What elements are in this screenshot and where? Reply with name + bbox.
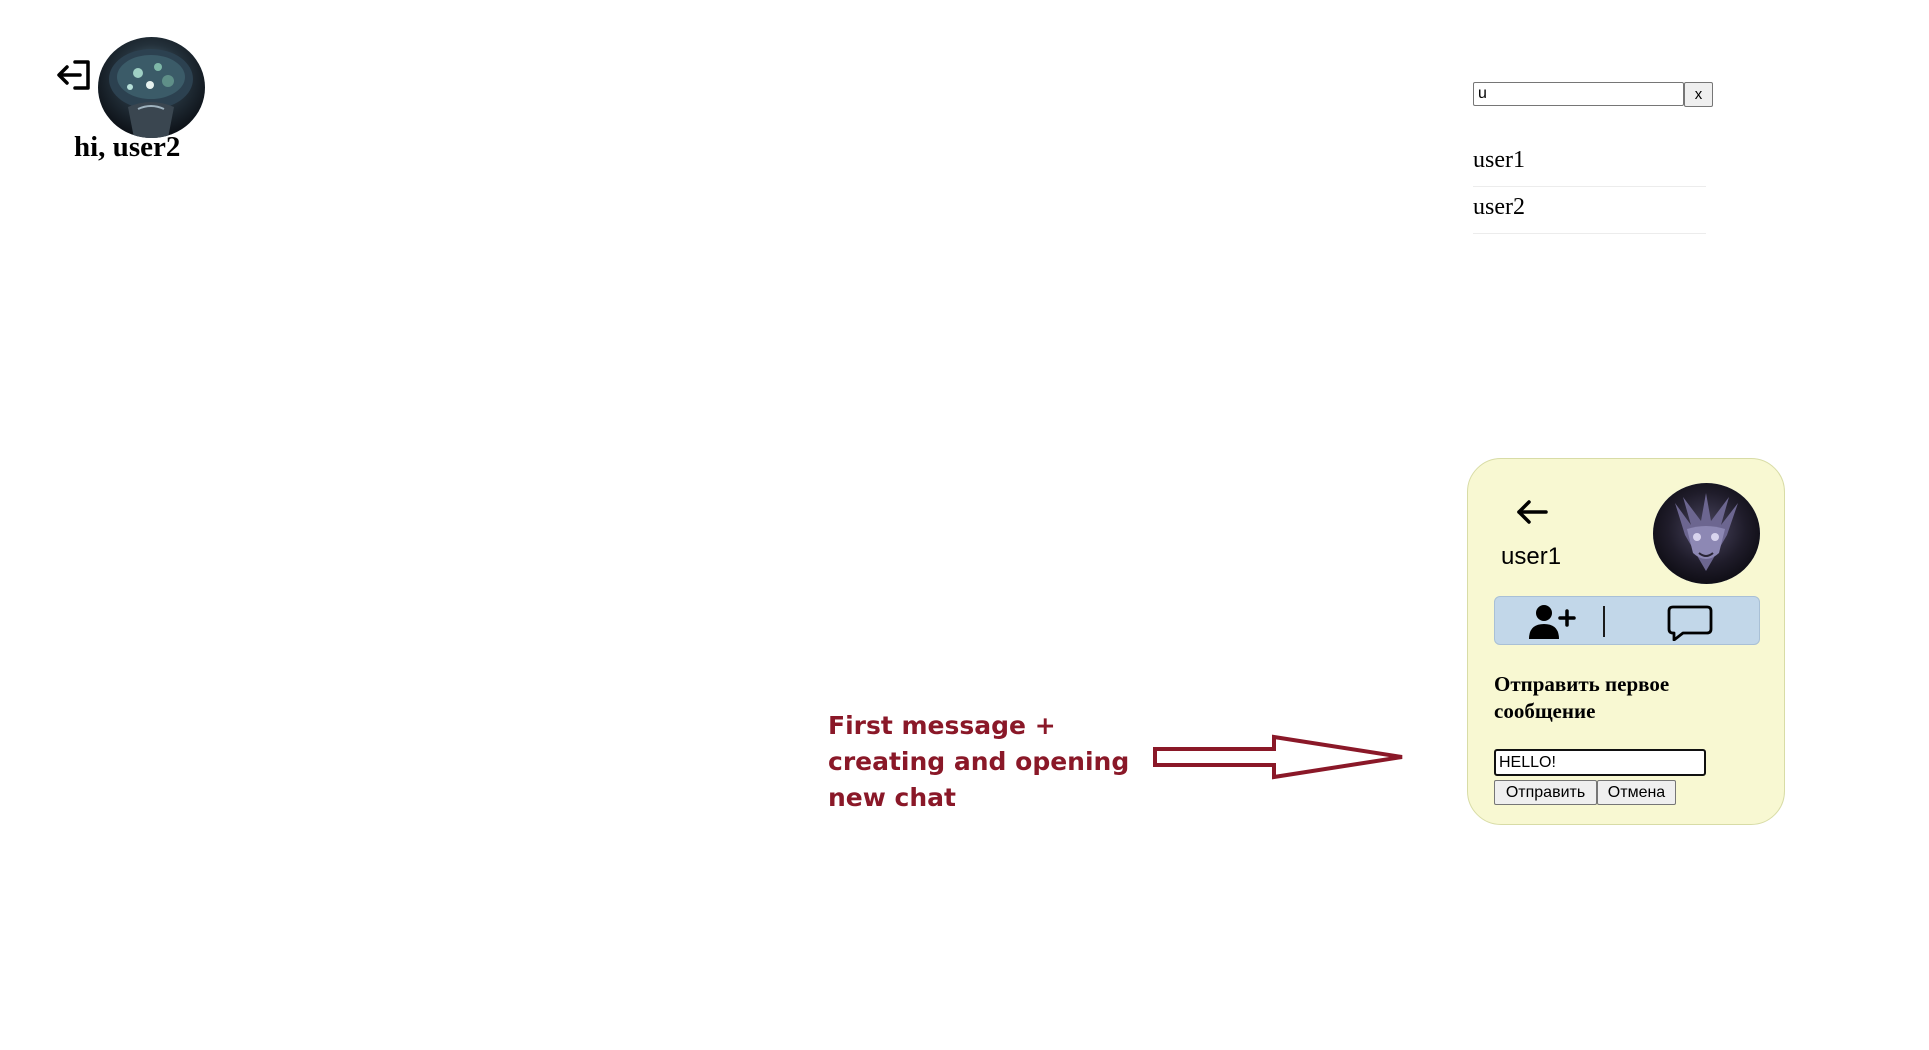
action-bar — [1494, 596, 1760, 645]
user-avatar — [98, 37, 205, 138]
action-divider — [1603, 606, 1605, 637]
annotation-text: First message + creating and opening new… — [828, 708, 1168, 816]
card-avatar — [1653, 483, 1760, 584]
search-result-item[interactable]: user2 — [1473, 187, 1706, 234]
search-results: user1 user2 — [1473, 140, 1706, 234]
first-message-title: Отправить первое сообщение — [1494, 672, 1670, 723]
profile-card: user1 — [1467, 458, 1785, 825]
annotation-arrow-icon — [1152, 733, 1406, 781]
user-plus-icon[interactable] — [1527, 603, 1577, 641]
message-input[interactable] — [1494, 749, 1706, 776]
annotation-line: First message + — [828, 711, 1056, 740]
greeting-text: hi, user2 — [74, 131, 181, 163]
back-arrow-icon[interactable] — [1514, 497, 1550, 527]
logout-icon[interactable] — [55, 58, 93, 92]
send-button[interactable]: Отправить — [1494, 780, 1597, 805]
search-input[interactable] — [1473, 82, 1684, 106]
cancel-button[interactable]: Отмена — [1597, 780, 1676, 805]
annotation-line: creating and opening — [828, 747, 1130, 776]
annotation-line: new chat — [828, 783, 956, 812]
search-result-item[interactable]: user1 — [1473, 140, 1706, 187]
chat-bubble-icon[interactable] — [1665, 603, 1715, 642]
card-username: user1 — [1501, 543, 1562, 570]
search-clear-button[interactable]: x — [1684, 82, 1713, 107]
